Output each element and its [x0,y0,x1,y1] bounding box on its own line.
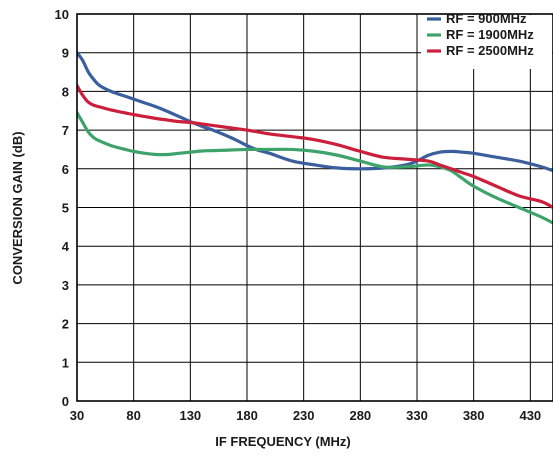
grid [77,14,553,401]
y-tick-label: 2 [62,317,69,332]
y-tick-label: 10 [55,7,69,22]
x-tick-label: 80 [126,408,140,423]
legend-label: RF = 1900MHz [446,27,534,42]
x-tick-label: 330 [406,408,428,423]
plot-area-border [76,13,553,402]
x-axis-title: IF FREQUENCY (MHz) [215,434,351,449]
y-tick-label: 0 [62,394,69,409]
y-tick-label: 8 [62,84,69,99]
series-line-rf-2500 [77,83,553,210]
y-tick-label: 4 [62,239,70,254]
x-tick-label: 380 [463,408,485,423]
y-axis-title: CONVERSION GAIN (dB) [10,131,25,284]
y-tick-label: 9 [62,46,69,61]
y-tick-label: 6 [62,162,69,177]
legend-label: RF = 2500MHz [446,43,534,58]
series-line-rf-1900 [77,111,553,225]
y-tick-label: 1 [62,355,69,370]
x-tick-label: 430 [519,408,541,423]
legend-label: RF = 900MHz [446,11,527,26]
series-group [77,51,553,225]
legend-item-rf-900: RF = 900MHz [427,11,527,26]
x-tick-label: 230 [293,408,315,423]
legend-background [421,15,552,69]
x-tick-label: 180 [236,408,258,423]
x-tick-label: 130 [179,408,201,423]
x-tick-label: 280 [349,408,371,423]
y-tick-label: 5 [62,201,69,216]
legend-item-rf-1900: RF = 1900MHz [427,27,534,42]
x-tick-label: 30 [70,408,84,423]
y-tick-label: 3 [62,278,69,293]
x-axis-ticks: 30 80 130 180 230 280 330 380 430 [70,408,541,423]
y-axis-ticks: 0 1 2 3 4 5 6 7 8 9 10 [55,7,70,409]
y-tick-label: 7 [62,123,69,138]
legend-item-rf-2500: RF = 2500MHz [427,43,534,58]
